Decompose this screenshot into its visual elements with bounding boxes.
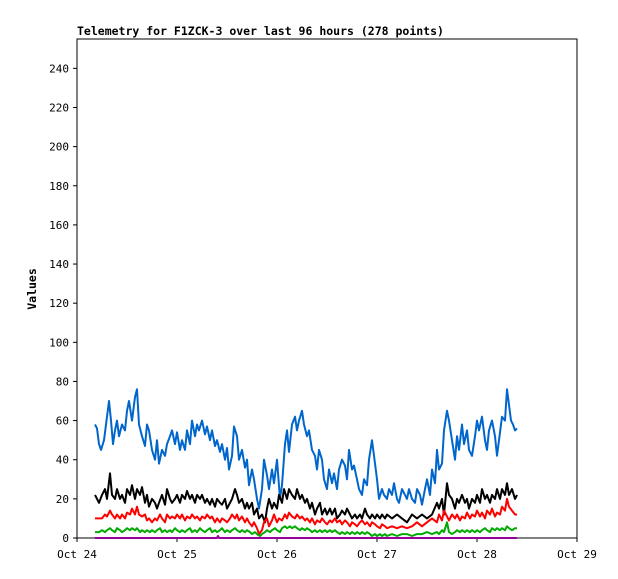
axes: 0 20 40 60 80 100 120 140 160 180 200 220 240 Oct 24 O… xyxy=(49,62,597,561)
y-tick-label: 40 xyxy=(56,454,69,467)
x-tick-label: Oct 26 xyxy=(257,548,297,561)
series-line-2 xyxy=(94,472,518,524)
x-tick-label: Oct 28 xyxy=(457,548,497,561)
chart-title: Telemetry for F1ZCK-3 over last 96 hours… xyxy=(77,24,444,38)
y-tick-label: 0 xyxy=(62,532,69,545)
plot-frame xyxy=(76,38,578,539)
y-tick-label: 180 xyxy=(49,180,69,193)
y-tick-label: 80 xyxy=(56,375,69,388)
series-line-1 xyxy=(94,388,518,510)
x-tick-label: Oct 24 xyxy=(57,548,97,561)
series-line-4 xyxy=(95,521,517,537)
series-layer xyxy=(94,388,518,539)
y-tick-label: 140 xyxy=(49,258,69,271)
y-tick-label: 200 xyxy=(49,141,69,154)
y-tick-label: 240 xyxy=(49,62,69,75)
y-axis-label: Values xyxy=(25,268,39,310)
series-line-5 xyxy=(95,535,517,539)
x-tick-label: Oct 29 xyxy=(557,548,597,561)
y-tick-label: 20 xyxy=(56,493,69,506)
series-line-3 xyxy=(95,497,517,536)
x-tick-label: Oct 27 xyxy=(357,548,397,561)
y-tick-label: 160 xyxy=(49,219,69,232)
y-tick-label: 120 xyxy=(49,297,69,310)
x-tick-label: Oct 25 xyxy=(157,548,197,561)
y-tick-label: 220 xyxy=(49,101,69,114)
y-tick-label: 60 xyxy=(56,415,69,428)
y-tick-label: 100 xyxy=(49,336,69,349)
